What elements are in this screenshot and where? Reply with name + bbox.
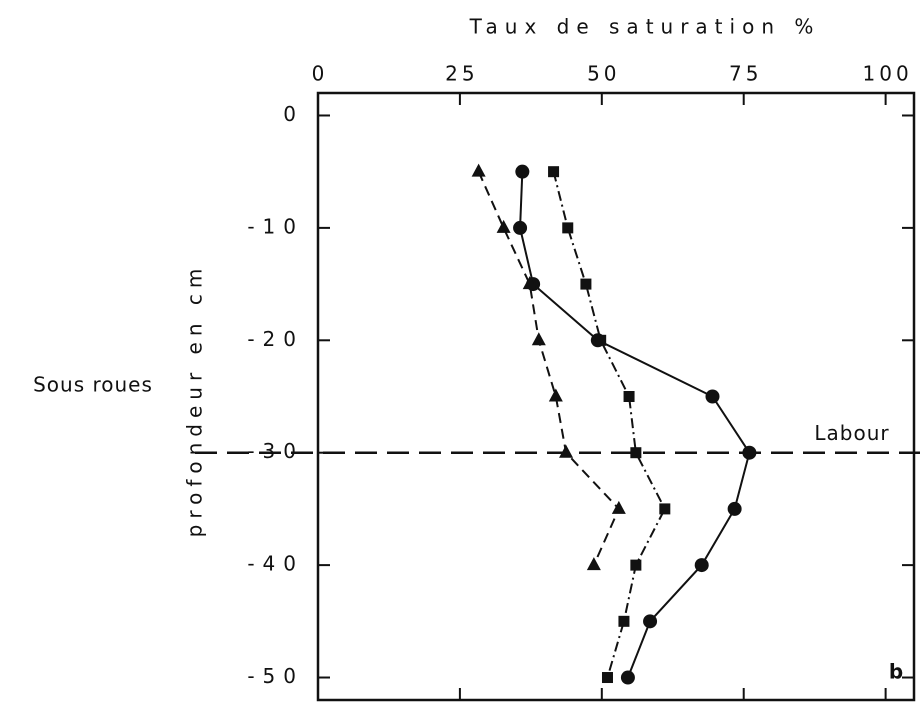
y-tick-label: 0 xyxy=(283,102,304,126)
series-line xyxy=(519,171,751,678)
chart-title: Taux de saturation % xyxy=(469,15,821,39)
plot-frame xyxy=(316,91,916,702)
y-tick-label: -10 xyxy=(247,214,304,238)
point xyxy=(548,166,560,178)
point xyxy=(548,388,563,402)
y-tick-label: -30 xyxy=(247,439,304,463)
point xyxy=(496,219,511,233)
point xyxy=(562,222,574,234)
x-tick-label: 25 xyxy=(445,62,478,86)
point xyxy=(595,334,607,346)
point xyxy=(727,501,742,516)
point xyxy=(630,447,642,459)
point xyxy=(611,500,626,514)
point xyxy=(601,672,613,684)
point xyxy=(471,163,486,177)
point xyxy=(742,445,757,460)
y-tick-label: -40 xyxy=(247,552,304,576)
point xyxy=(559,444,574,458)
point xyxy=(522,276,537,290)
side-label: Sous roues xyxy=(33,373,153,397)
point xyxy=(643,614,658,629)
point xyxy=(705,389,720,404)
panel-label: b xyxy=(889,660,903,684)
point xyxy=(515,164,530,179)
series-line xyxy=(552,171,666,678)
reference-label: Labour xyxy=(814,421,889,445)
x-tick-label: 50 xyxy=(587,62,620,86)
point xyxy=(623,391,635,402)
point xyxy=(694,558,709,573)
series-line xyxy=(477,171,621,566)
y-tick-label: -50 xyxy=(247,664,304,688)
x-tick-label: 0 xyxy=(312,62,329,86)
point xyxy=(630,559,642,571)
point xyxy=(586,557,601,571)
point xyxy=(659,503,671,515)
point xyxy=(620,670,635,685)
x-tick-label: 75 xyxy=(729,62,762,86)
x-tick-label: 100 xyxy=(863,62,913,86)
point xyxy=(580,278,592,290)
point xyxy=(531,332,546,346)
y-tick-label: -20 xyxy=(247,327,304,351)
point xyxy=(618,615,630,627)
y-axis-label: profondeur en cm xyxy=(183,263,207,538)
point xyxy=(513,220,528,235)
